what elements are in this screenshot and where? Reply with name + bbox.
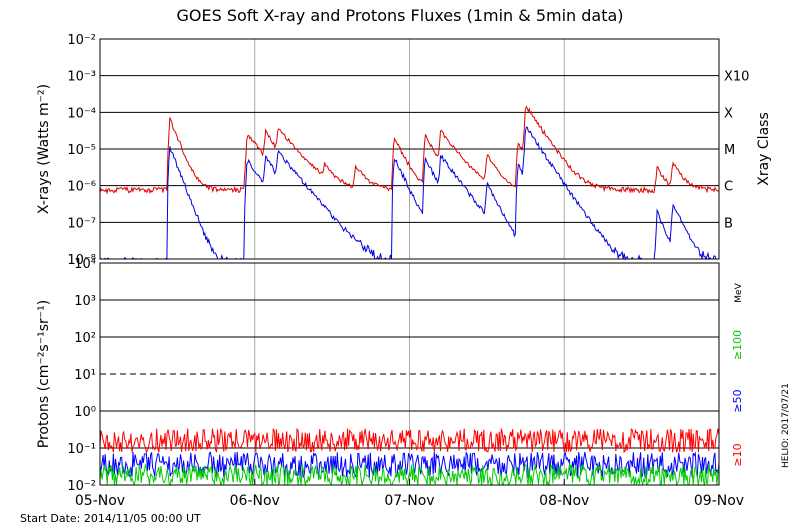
proton-unit-label: MeV (734, 282, 744, 302)
proton-y-tick-label: 10² (74, 331, 96, 346)
xray-series (99, 105, 720, 261)
proton-y-tick-label: 10³ (74, 294, 96, 309)
proton-series-line (99, 427, 720, 454)
xray-y-tick-label: 10⁻³ (67, 70, 96, 85)
xray-y-axis-label: X-rays (Watts m⁻²) (36, 84, 52, 214)
credit-stamp: HELIO: 2017/07/21 (781, 383, 791, 468)
xray-class-label: X10 (724, 70, 749, 85)
x-axis: 05-Nov 06-Nov 07-Nov 08-Nov 09-Nov (75, 479, 744, 509)
proton-y-tick-label: 10⁻¹ (67, 442, 96, 457)
xray-y-tick-label: 10⁻⁸ (67, 253, 96, 268)
xray-y-tick-label: 10⁻⁵ (67, 143, 96, 158)
xray-y-tick-label: 10⁻⁴ (67, 106, 96, 121)
xray-panel: 10⁻⁸ 10⁻⁷ 10⁻⁶ 10⁻⁵ 10⁻⁴ 10⁻³ 10⁻² B C M X X10 X-r… (36, 33, 772, 268)
proton-y-tick-label: 10⁴ (74, 257, 96, 272)
xray-short-series (99, 126, 719, 261)
xray-y-tick-label: 10⁻² (67, 33, 96, 48)
xray-y-tick-label: 10⁻⁶ (67, 180, 96, 195)
x-tick-label: 06-Nov (230, 493, 280, 509)
proton-y-tick-label: 10¹ (74, 368, 96, 383)
proton-y-ticks: 10⁻² 10⁻¹ 10⁰ 10¹ 10² 10³ 10⁴ (67, 257, 96, 494)
xray-class-label: M (724, 143, 735, 158)
xray-class-label: B (724, 216, 733, 231)
xray-gridlines (100, 75, 719, 223)
xray-class-labels: B C M X X10 (724, 70, 749, 232)
proton-y-tick-label: 10⁰ (74, 405, 96, 420)
proton-legend-entry: ≥50 (731, 389, 744, 412)
chart-title: GOES Soft X-ray and Protons Fluxes (1min… (176, 6, 624, 25)
proton-series-line (99, 463, 720, 487)
proton-legend-entry: ≥10 (731, 443, 744, 466)
proton-legend-entry: ≥100 (731, 330, 744, 360)
x-tick-label: 09-Nov (694, 493, 744, 509)
proton-series-line (99, 450, 720, 479)
xray-frame (99, 38, 720, 260)
proton-y-tick-label: 10⁻² (67, 479, 96, 494)
start-date: Start Date: 2014/11/05 00:00 UT (20, 512, 201, 525)
x-tick-label: 08-Nov (539, 493, 589, 509)
xray-class-label: X (724, 106, 733, 121)
xray-class-axis-label: Xray Class (756, 112, 772, 186)
proton-legend: MeV ≥100 ≥50 ≥10 (731, 282, 744, 466)
proton-panel: 10⁻² 10⁻¹ 10⁰ 10¹ 10² 10³ 10⁴ MeV ≥100 ≥50 ≥10 Pr… (36, 257, 744, 494)
x-tick-label: 05-Nov (75, 493, 125, 509)
xray-y-ticks: 10⁻⁸ 10⁻⁷ 10⁻⁶ 10⁻⁵ 10⁻⁴ 10⁻³ 10⁻² (67, 33, 96, 268)
proton-y-axis-label: Protons (cm⁻²s⁻¹sr⁻¹) (36, 300, 52, 449)
xray-y-tick-label: 10⁻⁷ (67, 216, 96, 231)
proton-series (99, 427, 720, 487)
xray-class-label: C (724, 180, 733, 195)
x-tick-label: 07-Nov (384, 493, 434, 509)
xray-long-series (99, 105, 720, 195)
